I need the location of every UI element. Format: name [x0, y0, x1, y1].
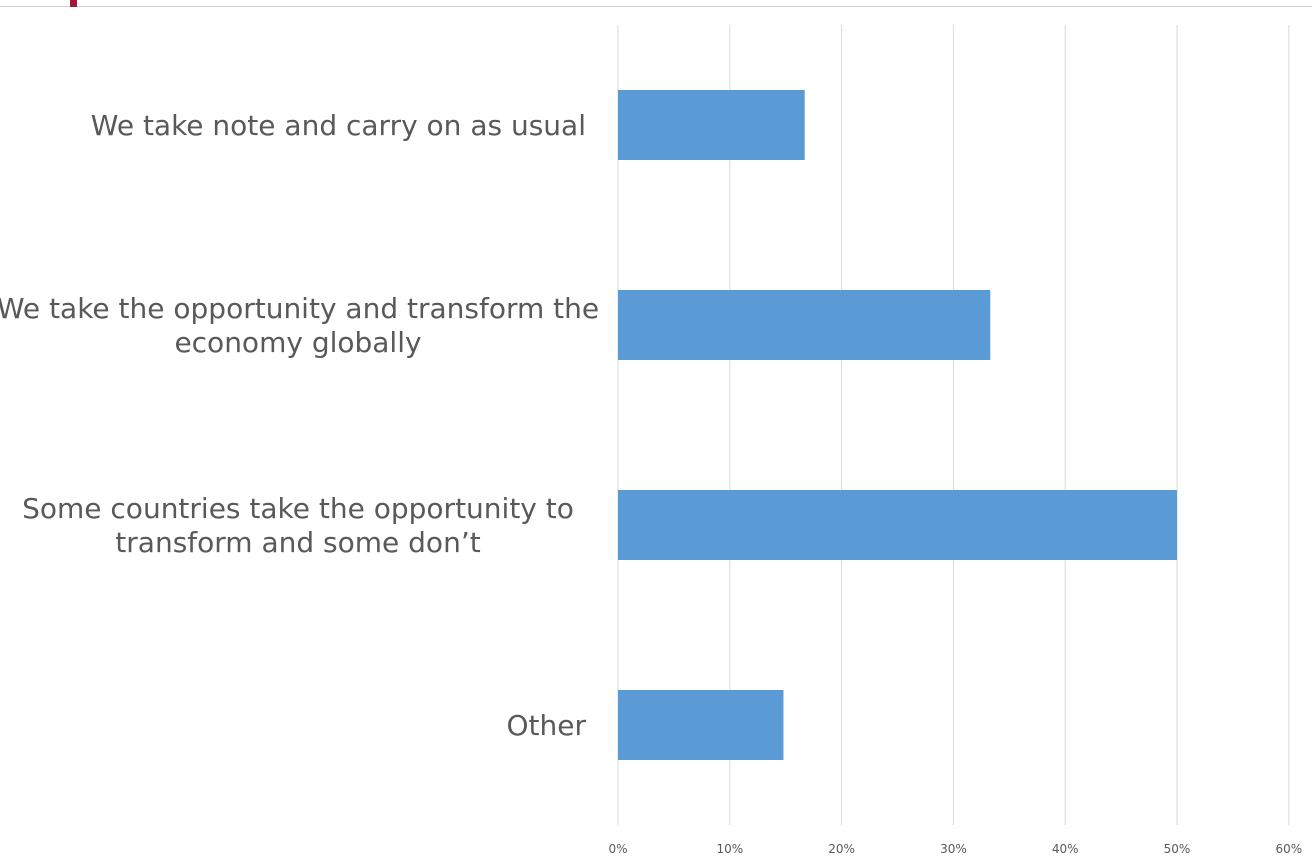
bar: [618, 690, 784, 760]
top-divider: [0, 6, 1312, 7]
category-label: We take note and carry on as usual: [91, 109, 586, 142]
brand-accent-mark: [70, 0, 77, 7]
bars: [618, 90, 1177, 760]
x-tick-label: 30%: [940, 842, 967, 856]
x-tick-label: 50%: [1164, 842, 1191, 856]
category-label: Some countries take the opportunity to: [22, 492, 574, 525]
category-label: economy globally: [174, 326, 421, 359]
x-axis-ticks: 0% 10% 20% 30% 40% 50% 60%: [608, 842, 1302, 856]
category-labels: We take note and carry on as usual We tak…: [0, 109, 599, 742]
x-tick-label: 10%: [716, 842, 743, 856]
category-label: transform and some don’t: [115, 526, 480, 559]
x-tick-label: 20%: [828, 842, 855, 856]
x-tick-label: 40%: [1052, 842, 1079, 856]
x-tick-label: 60%: [1275, 842, 1302, 856]
bar: [618, 290, 991, 360]
category-label: We take the opportunity and transform th…: [0, 292, 599, 325]
bar: [618, 490, 1177, 560]
category-label: Other: [506, 709, 586, 742]
bar: [618, 90, 805, 160]
x-tick-label: 0%: [608, 842, 627, 856]
